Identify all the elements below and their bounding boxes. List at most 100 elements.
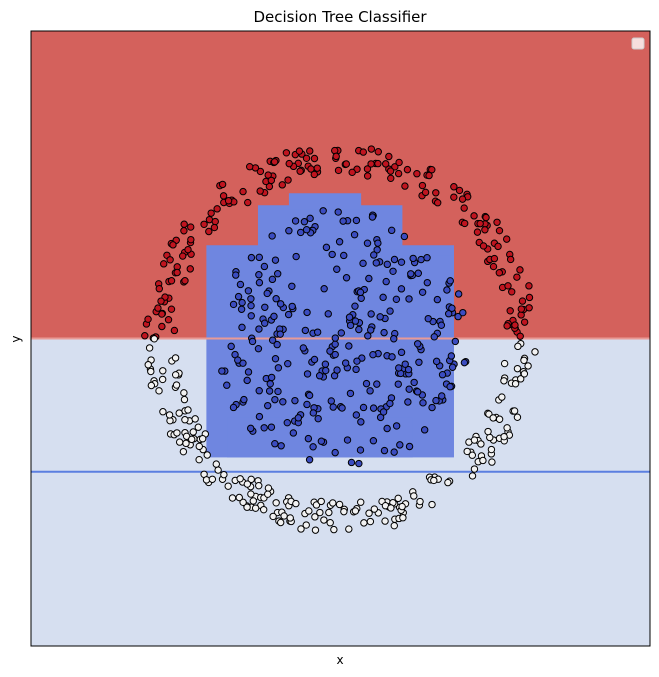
inner-point [234,356,242,364]
inner-point [255,325,263,333]
outer-point [486,433,494,442]
outer-point [191,415,199,423]
inner-point [247,424,255,433]
outer-point [159,408,167,416]
plot-area [31,31,650,646]
inner-point [352,411,361,419]
outer-point [514,342,522,351]
inner-point [459,308,467,317]
outer-point [325,508,333,517]
outer-point [311,526,320,534]
outer-point [367,145,376,153]
inner-point [369,350,377,359]
outer-point [316,508,324,517]
outer-point [166,256,174,264]
outer-point [335,500,344,509]
inner-point [255,412,264,421]
outer-point [317,497,325,506]
inner-point [454,312,462,321]
outer-point [517,305,526,313]
inner-point [339,217,347,225]
outer-point [374,148,382,156]
outer-point [385,152,393,161]
inner-point [247,312,255,320]
inner-point [331,334,339,342]
outer-point [189,428,197,436]
inner-point [460,358,469,367]
outer-point [432,189,440,197]
outer-point [332,152,340,161]
inner-point [454,290,463,298]
inner-point [387,226,396,235]
outer-point [239,187,247,196]
inner-point [382,277,390,286]
outer-point [363,172,372,180]
inner-point [355,459,363,468]
inner-point [236,280,245,289]
inner-point [227,342,235,351]
inner-point [322,243,331,252]
outer-point [175,409,183,417]
outer-point [351,507,360,515]
outer-point [493,218,501,226]
outer-point [463,447,471,456]
inner-point [451,337,460,346]
inner-point [268,232,276,240]
outer-point [173,268,181,277]
legend-box [631,37,645,50]
inner-point [400,232,409,241]
scatter-points [141,145,539,534]
outer-point [286,514,294,522]
outer-point [147,381,156,390]
outer-point [292,499,300,508]
inner-point [347,458,356,467]
inner-point [395,364,403,372]
outer-point [490,254,499,263]
inner-point [270,312,278,321]
outer-point [428,166,436,174]
inner-point [396,441,404,449]
inner-point [343,436,352,444]
inner-point [415,358,423,366]
outer-point [285,159,293,168]
inner-point [277,442,285,450]
outer-point [468,472,477,480]
outer-point [278,181,286,189]
outer-point [255,481,263,490]
outer-point [403,165,412,174]
inner-point [346,321,355,330]
inner-point [303,308,311,317]
outer-point [144,361,152,369]
outer-point [455,186,464,195]
outer-point [175,438,184,446]
inner-point [284,359,292,368]
inner-point [271,256,280,264]
outer-point [264,171,272,179]
inner-block-cap [288,193,362,210]
inner-point [247,253,256,262]
inner-point [303,370,312,378]
inner-point [322,366,330,375]
outer-point [370,505,379,513]
inner-point [331,350,339,359]
outer-point [211,217,219,226]
outer-point [158,375,167,384]
inner-point [362,379,371,388]
inner-point [300,218,309,226]
outer-point [244,198,252,207]
inner-point [238,298,246,307]
outer-point [428,500,436,509]
outer-point [269,512,277,521]
inner-point [376,413,385,422]
inner-point [274,364,283,372]
inner-point [319,207,327,215]
outer-point [450,183,458,191]
inner-point [263,289,271,298]
outer-point [500,359,509,368]
outer-point [367,160,375,168]
inner-point [317,437,326,445]
outer-point [520,370,529,378]
outer-point [160,260,168,268]
inner-point [419,399,427,407]
outer-point [468,451,477,459]
